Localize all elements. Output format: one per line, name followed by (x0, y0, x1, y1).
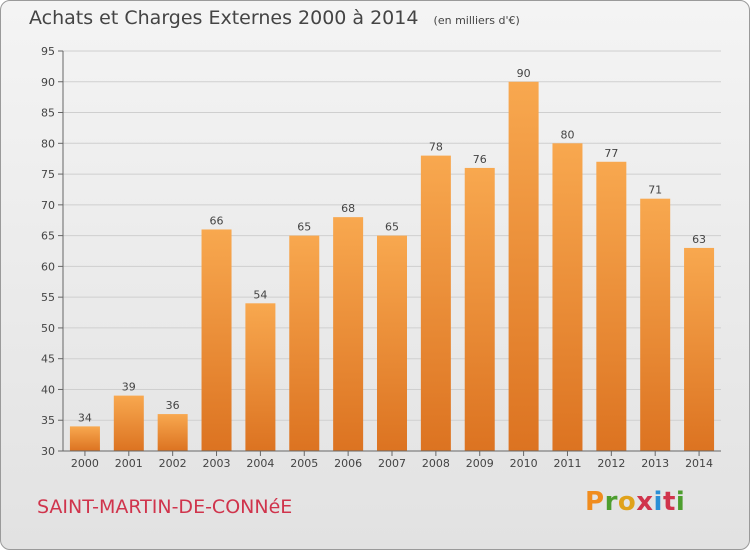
bar-value-label: 68 (341, 202, 355, 215)
y-tick-label: 35 (41, 414, 55, 427)
y-tick-label: 55 (41, 291, 55, 304)
axes: 30 35 40 45 50 55 60 65 70 75 80 85 90 95 2000 2001 2002… (41, 45, 721, 470)
y-tick-label: 30 (41, 445, 55, 458)
x-tick-label: 2006 (334, 457, 362, 470)
logo-letter: P (585, 487, 605, 517)
commune-name: SAINT-MARTIN-DE-CONNéE (37, 496, 293, 518)
y-tick-label: 40 (41, 383, 55, 396)
logo-letter: i (653, 487, 663, 517)
y-tick-label: 90 (41, 76, 55, 89)
x-tick-label: 2013 (641, 457, 669, 470)
y-tick-label: 70 (41, 199, 55, 212)
bar-value-label: 71 (648, 184, 662, 197)
y-tick-label: 65 (41, 230, 55, 243)
bar-2014[interactable] (684, 247, 715, 451)
bar-value-label: 65 (385, 221, 399, 234)
bar-value-label: 77 (604, 147, 618, 160)
x-tick-label: 2005 (290, 457, 318, 470)
y-tick-label: 80 (41, 137, 55, 150)
x-tick-label: 2004 (246, 457, 274, 470)
x-tick-label: 2011 (553, 457, 581, 470)
bar-value-label: 80 (560, 128, 574, 141)
bar-value-label: 63 (692, 233, 706, 246)
bar-value-label: 90 (517, 67, 531, 80)
y-tick-label: 45 (41, 353, 55, 366)
bar-2009[interactable] (464, 167, 495, 451)
x-tick-label: 2008 (422, 457, 450, 470)
bar-2012[interactable] (596, 161, 627, 451)
x-tick-label: 2010 (510, 457, 538, 470)
bar-value-label: 54 (253, 288, 267, 301)
x-tick-label: 2012 (597, 457, 625, 470)
proxiti-logo[interactable]: Proxiti (585, 487, 685, 517)
chart-title: Achats et Charges Externes 2000 à 2014 (29, 7, 419, 29)
x-tick-label: 2007 (378, 457, 406, 470)
bar-value-label: 65 (297, 221, 311, 234)
logo-letter: x (636, 487, 654, 517)
x-tick-label: 2000 (71, 457, 99, 470)
x-tick-label: 2009 (466, 457, 494, 470)
y-tick-label: 95 (41, 45, 55, 58)
bar-2003[interactable] (201, 229, 232, 451)
bar-value-label: 34 (78, 411, 92, 424)
logo-letter: r (604, 487, 618, 517)
bars: 34 39 36 66 54 65 68 65 78 76 90 80 77 71 63 (69, 67, 715, 452)
bar-value-label: 39 (122, 381, 136, 394)
bar-2013[interactable] (640, 198, 671, 451)
logo-letter: i (675, 487, 686, 517)
y-tick-label: 85 (41, 107, 55, 120)
bar-2005[interactable] (289, 235, 320, 451)
logo-letter: o (617, 487, 637, 517)
y-tick-label: 60 (41, 260, 55, 273)
y-tick-label: 75 (41, 168, 55, 181)
bar-2000[interactable] (69, 426, 100, 451)
chart-units: (en milliers d'€) (433, 14, 520, 27)
x-tick-label: 2003 (203, 457, 231, 470)
bar-value-label: 66 (210, 214, 224, 227)
bar-2010[interactable] (508, 81, 539, 452)
x-tick-label: 2014 (685, 457, 713, 470)
bar-2004[interactable] (245, 303, 276, 451)
bar-2006[interactable] (333, 217, 364, 451)
title-row: Achats et Charges Externes 2000 à 2014 (… (29, 7, 520, 29)
bar-2002[interactable] (157, 414, 188, 451)
bar-2008[interactable] (420, 155, 451, 451)
x-tick-label: 2001 (115, 457, 143, 470)
bar-value-label: 36 (166, 399, 180, 412)
logo-letter: t (662, 487, 676, 517)
bar-2011[interactable] (552, 143, 583, 452)
bar-2007[interactable] (377, 235, 407, 451)
bar-2001[interactable] (113, 395, 144, 451)
y-tick-label: 50 (41, 322, 55, 335)
x-tick-label: 2002 (159, 457, 187, 470)
bar-value-label: 76 (473, 153, 487, 166)
bar-value-label: 78 (429, 141, 443, 154)
